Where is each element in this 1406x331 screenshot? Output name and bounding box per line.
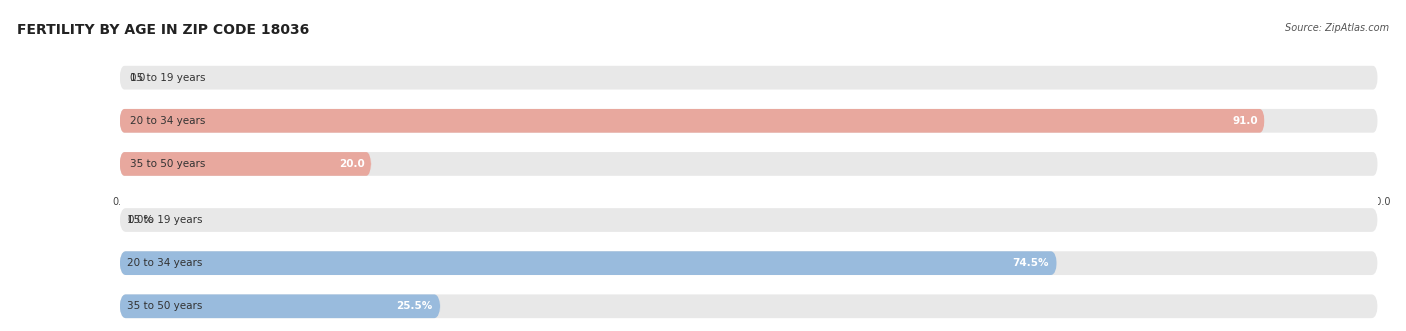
Text: 20.0: 20.0 xyxy=(339,159,366,169)
FancyBboxPatch shape xyxy=(120,294,440,318)
FancyBboxPatch shape xyxy=(120,251,1378,275)
Text: Source: ZipAtlas.com: Source: ZipAtlas.com xyxy=(1285,23,1389,33)
FancyBboxPatch shape xyxy=(120,208,1378,232)
FancyBboxPatch shape xyxy=(120,152,1378,176)
FancyBboxPatch shape xyxy=(120,109,1378,133)
FancyBboxPatch shape xyxy=(120,109,1264,133)
Text: 20 to 34 years: 20 to 34 years xyxy=(129,116,205,126)
Text: FERTILITY BY AGE IN ZIP CODE 18036: FERTILITY BY AGE IN ZIP CODE 18036 xyxy=(17,23,309,37)
Text: 35 to 50 years: 35 to 50 years xyxy=(128,301,202,311)
Text: 25.5%: 25.5% xyxy=(396,301,433,311)
Text: 15 to 19 years: 15 to 19 years xyxy=(128,215,202,225)
FancyBboxPatch shape xyxy=(120,152,371,176)
Text: 0.0%: 0.0% xyxy=(128,215,153,225)
FancyBboxPatch shape xyxy=(120,251,1057,275)
FancyBboxPatch shape xyxy=(120,66,1378,90)
Text: 0.0: 0.0 xyxy=(129,73,146,83)
Text: 35 to 50 years: 35 to 50 years xyxy=(129,159,205,169)
FancyBboxPatch shape xyxy=(120,294,1378,318)
Text: 74.5%: 74.5% xyxy=(1012,258,1049,268)
Text: 20 to 34 years: 20 to 34 years xyxy=(128,258,202,268)
Text: 91.0: 91.0 xyxy=(1233,116,1258,126)
Text: 15 to 19 years: 15 to 19 years xyxy=(129,73,205,83)
